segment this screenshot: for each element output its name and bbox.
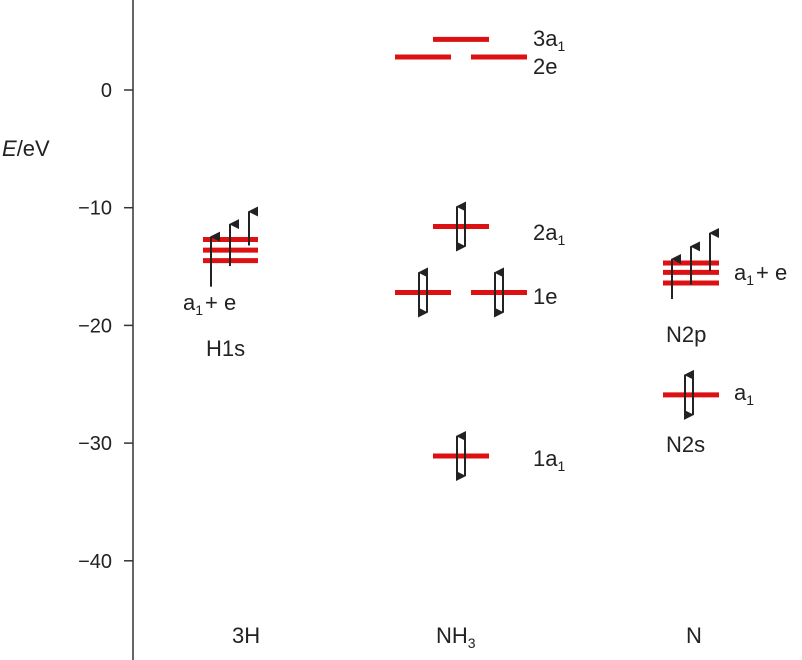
n2p-label: N2p [666,322,706,347]
mo-2e-label: 2e [533,54,557,79]
axis-tick-label: −30 [78,433,112,455]
axis-ticks: 0 −10 −20 −30 −40 [78,80,133,573]
energy-levels [203,36,719,459]
n2s-label: N2s [666,432,705,457]
column-nh3-label: NH3 [436,623,476,651]
axis-title-symbol: E [2,136,17,161]
column-n-label: N [686,623,702,648]
h-ao-symmetry-label: a1+ e [183,290,236,318]
column-3h-label: 3H [232,623,260,648]
mo-2a1-label: 2a1 [533,220,565,248]
axis-title: E/eV [2,136,50,161]
n2s-symmetry-label: a1 [734,380,754,408]
axis-title-unit: /eV [17,136,50,161]
h1s-label: H1s [206,336,245,361]
axis-tick-label: −10 [78,198,112,220]
mo-1e-label: 1e [533,284,557,309]
axis-tick-label: −20 [78,315,112,337]
electron-arrows [210,201,719,482]
axis-tick-label: 0 [101,80,112,102]
n2p-symmetry-label: a1+ e [734,260,787,288]
axis-tick-label: −40 [78,551,112,573]
mo-1a1-label: 1a1 [533,446,565,474]
mo-3a1-label: 3a1 [533,26,565,54]
